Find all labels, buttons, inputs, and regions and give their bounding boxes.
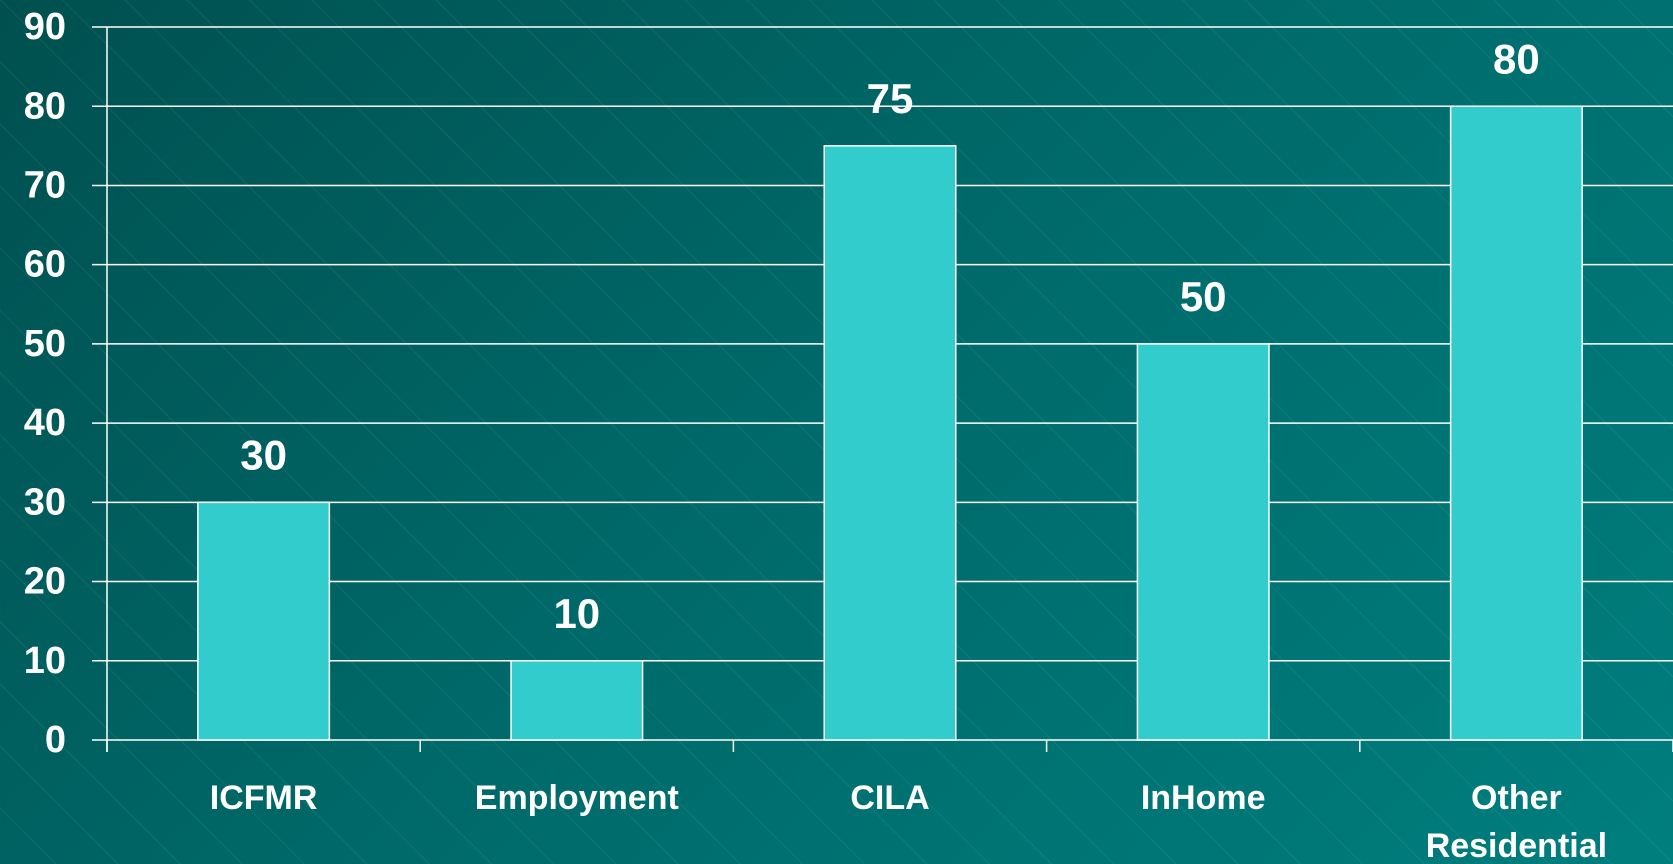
y-tick-label: 90: [24, 6, 66, 48]
y-tick-label: 80: [24, 85, 66, 127]
x-tick-label: ICFMR: [209, 779, 318, 817]
x-tick-label: Other Residential: [1425, 779, 1608, 864]
data-label: 10: [553, 590, 600, 637]
bar: [823, 145, 957, 741]
data-label: 75: [867, 75, 914, 122]
bar: [1136, 343, 1270, 741]
x-tick-label: InHome: [1140, 779, 1266, 817]
data-label: 30: [240, 431, 287, 478]
y-tick-label: 0: [45, 719, 66, 761]
data-label: 80: [1493, 35, 1540, 82]
y-tick-label: 70: [24, 164, 66, 206]
y-tick-label: 60: [24, 244, 66, 286]
y-tick-label: 30: [24, 481, 66, 523]
x-tick-label: CILA: [850, 779, 930, 817]
bar: [510, 660, 644, 741]
bar: [1449, 105, 1583, 741]
y-tick-label: 10: [24, 640, 66, 682]
y-tick-label: 20: [24, 561, 66, 603]
data-label: 50: [1180, 273, 1227, 320]
x-tick-label: Employment: [474, 779, 679, 817]
y-tick-label: 40: [24, 402, 66, 444]
y-tick-label: 50: [24, 323, 66, 365]
bar: [197, 501, 331, 741]
